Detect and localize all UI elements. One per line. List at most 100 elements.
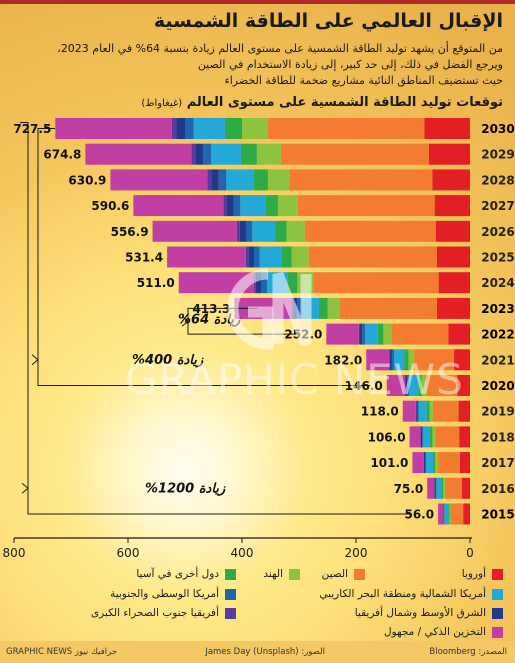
bar-latin_america-2019 — [417, 400, 419, 422]
bar-sub_saharan_africa-2021 — [389, 349, 390, 371]
bar-latin_america-2015 — [443, 503, 445, 525]
legend-label-north-america: أمريكا الشمالية ومنطقة البحر الكاريبي — [319, 588, 486, 600]
bar-sub_saharan_africa-2022 — [358, 323, 360, 345]
bar-middle_east_north_africa-2028 — [211, 169, 219, 191]
bar-europe-2027 — [434, 195, 470, 217]
year-label-2028: 2028 — [481, 173, 514, 187]
bar-middle_east_north_africa-2025 — [248, 246, 254, 268]
bracket-400 — [37, 128, 370, 386]
bar-other_asia-2030 — [224, 118, 242, 139]
bar-china-2017 — [438, 452, 460, 474]
bar-middle_east_north_africa-2017 — [423, 452, 425, 474]
year-label-2018: 2018 — [481, 430, 514, 444]
bar-europe-2022 — [448, 323, 470, 345]
bar-middle_east_north_africa-2029 — [195, 143, 204, 165]
total-label-2015: 56.0 — [404, 508, 434, 522]
total-label-2030: 727.5 — [13, 122, 51, 136]
legend-swatch-latin-america — [225, 588, 236, 600]
legend-label-latin-america: أمريكا الوسطى والجنوبية — [110, 588, 219, 600]
footer-source: المصدر: Bloomberg — [429, 647, 507, 657]
bar-middle_east_north_africa-2026 — [239, 220, 246, 242]
year-label-2030: 2030 — [481, 122, 514, 136]
legend-label-india: الهند — [263, 568, 283, 580]
bar-india-2022 — [383, 323, 392, 345]
bar-other_asia-2029 — [240, 143, 257, 165]
year-label-2023: 2023 — [481, 302, 514, 316]
bar-sub_saharan_africa-2017 — [423, 452, 424, 474]
legend-swatch-europe — [492, 568, 503, 580]
bar-other_asia-2023 — [318, 297, 328, 319]
bar-storage_unknown-2026 — [152, 220, 237, 242]
subtitle-line-2: ويرجع الفضل في ذلك، إلى حد كبير، إلى زيا… — [197, 58, 503, 71]
legend-label-storage: التخزين الذكي / مجهول — [384, 626, 486, 638]
bar-latin_america-2018 — [422, 426, 424, 448]
bar-latin_america-2030 — [185, 118, 194, 139]
bar-india-2026 — [286, 220, 305, 242]
bar-sub_saharan_africa-2019 — [415, 400, 417, 422]
bracket-400-tip — [31, 354, 39, 366]
bar-sub_saharan_africa-2015 — [442, 503, 444, 525]
bar-other_asia-2016 — [441, 477, 444, 499]
labels-layer: 2030 727.5 2029 674.8 2028 630.9 2027 590.6 2026… — [13, 122, 514, 522]
year-label-2029: 2029 — [481, 148, 514, 162]
year-label-2017: 2017 — [481, 456, 514, 470]
bar-india-2020 — [421, 375, 427, 396]
legend-europe: أوروبا — [462, 568, 503, 580]
bar-middle_east_north_africa-2019 — [416, 400, 418, 422]
legend-label-middle-east: الشرق الأوسط وشمال أفريقيا — [354, 607, 486, 619]
bar-middle_east_north_africa-2030 — [176, 118, 185, 139]
total-label-2028: 630.9 — [68, 173, 106, 187]
footer-brand: GRAPHIC NEWS جرافيك نيوز — [6, 647, 118, 657]
legend-swatch-other-asia — [225, 568, 236, 580]
bar-sub_saharan_africa-2024 — [253, 272, 256, 294]
bar-middle_east_north_africa-2018 — [420, 426, 423, 448]
bar-india-2028 — [267, 169, 290, 191]
total-label-2021: 182.0 — [324, 353, 362, 367]
chart-title: توقعات توليد الطاقة الشمسية على مستوى ال… — [141, 95, 503, 110]
legend-north-america: أمريكا الشمالية ومنطقة البحر الكاريبي — [319, 588, 503, 600]
chart-unit: (غيغاواط) — [141, 98, 183, 109]
bar-sub_saharan_africa-2026 — [236, 220, 240, 242]
bar-north_america_caribbean-2019 — [418, 400, 427, 422]
bar-china-2023 — [340, 297, 437, 319]
bar-europe-2018 — [459, 426, 470, 448]
bar-europe-2026 — [435, 220, 470, 242]
bar-india-2029 — [256, 143, 281, 165]
bar-north_america_caribbean-2025 — [259, 246, 282, 268]
bar-other_asia-2025 — [281, 246, 292, 268]
year-label-2024: 2024 — [481, 276, 514, 290]
x-tick-label-0: 0 — [466, 546, 474, 560]
bar-storage_unknown-2017 — [412, 452, 424, 474]
bar-europe-2017 — [459, 452, 470, 474]
bar-other_asia-2028 — [253, 169, 268, 191]
bar-china-2026 — [304, 220, 436, 242]
bar-north_america_caribbean-2022 — [365, 323, 378, 345]
bar-other_asia-2018 — [430, 426, 433, 448]
bar-china-2019 — [432, 400, 459, 422]
year-label-2021: 2021 — [481, 353, 514, 367]
photo-value: James Day (Unsplash) — [205, 647, 299, 657]
bracket-1200-tip — [21, 482, 29, 494]
bar-storage_unknown-2019 — [402, 400, 416, 422]
x-tick-label-200: 200 — [345, 546, 368, 560]
bar-india-2016 — [443, 477, 445, 499]
legend-swatch-china — [354, 568, 365, 580]
bar-india-2018 — [432, 426, 436, 448]
bar-north_america_caribbean-2026 — [252, 220, 276, 242]
legend-storage: التخزين الذكي / مجهول — [384, 626, 503, 638]
bar-sub_saharan_africa-2025 — [245, 246, 249, 268]
bar-europe-2030 — [424, 118, 470, 139]
legend-label-sub-saharan: أفريقيا جنوب الصحراء الكبرى — [90, 607, 219, 619]
bar-india-2019 — [429, 400, 433, 422]
bar-india-2030 — [242, 118, 268, 139]
bracket-1200 — [20, 122, 410, 515]
year-label-2016: 2016 — [481, 482, 514, 496]
bar-latin_america-2017 — [424, 452, 427, 474]
source-value: Bloomberg — [429, 647, 476, 657]
bar-other_asia-2020 — [418, 375, 422, 396]
total-label-2018: 106.0 — [368, 430, 406, 444]
total-label-2026: 556.9 — [111, 225, 149, 239]
legend-swatch-north-america — [492, 588, 503, 600]
bar-latin_america-2021 — [391, 349, 395, 371]
